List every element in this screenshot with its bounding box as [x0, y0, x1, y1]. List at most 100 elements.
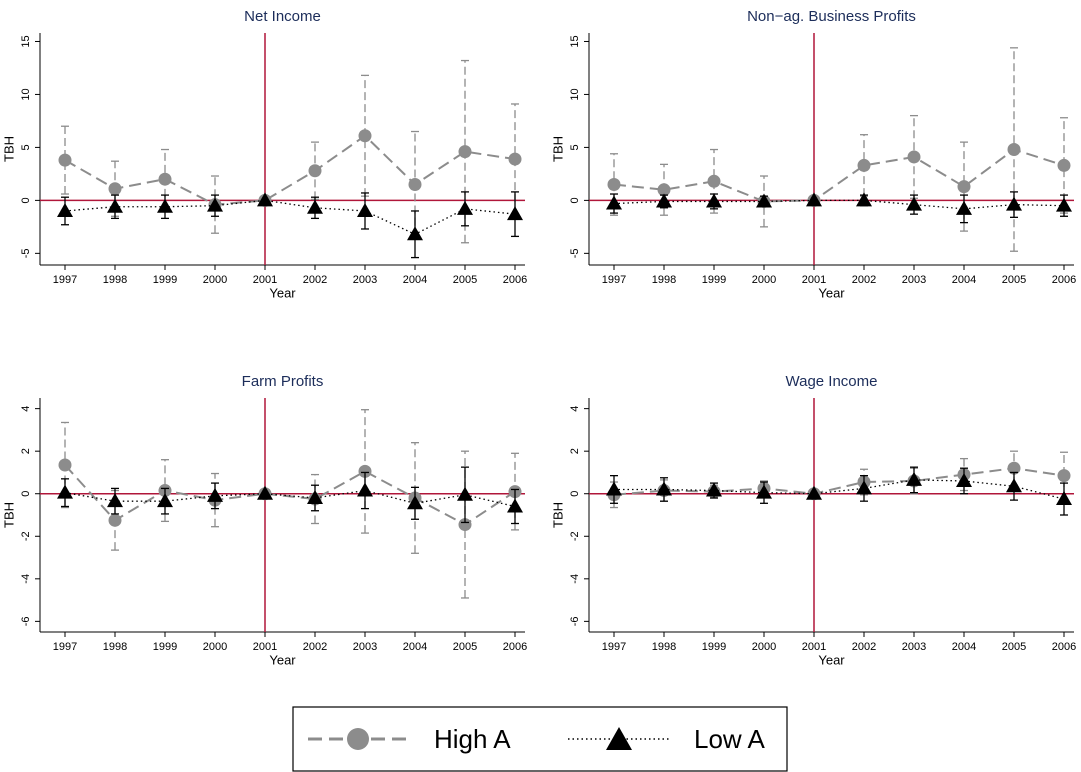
point — [107, 198, 123, 213]
point — [1007, 461, 1021, 475]
point — [207, 197, 223, 212]
x-tick-label: 2005 — [453, 641, 477, 653]
point — [58, 153, 72, 167]
series — [606, 466, 1072, 516]
point — [458, 518, 472, 532]
point — [257, 485, 273, 500]
y-tick-label: 0 — [20, 491, 32, 497]
point — [308, 164, 322, 178]
y-tick-label: -4 — [569, 574, 581, 584]
x-tick-label: 1999 — [702, 641, 726, 653]
point — [1057, 469, 1071, 483]
point — [157, 198, 173, 213]
y-tick-label: -2 — [569, 531, 581, 541]
point — [458, 145, 472, 159]
series — [607, 47, 1071, 252]
point — [656, 481, 672, 496]
series — [607, 450, 1071, 509]
point — [457, 200, 473, 215]
x-tick-label: 2000 — [752, 641, 776, 653]
y-tick-label: -2 — [20, 531, 32, 541]
point — [157, 493, 173, 508]
point — [706, 193, 722, 208]
x-tick-label: 2005 — [1002, 274, 1026, 286]
x-tick-label: 1997 — [602, 641, 626, 653]
x-tick-label: 2005 — [453, 274, 477, 286]
series — [606, 191, 1072, 224]
y-tick-label: 2 — [20, 448, 32, 454]
x-tick-label: 2006 — [503, 274, 527, 286]
y-tick-label: 10 — [20, 88, 32, 100]
x-tick-label: 2001 — [253, 274, 277, 286]
point — [1056, 491, 1072, 506]
x-tick-label: 1997 — [53, 274, 77, 286]
x-tick-label: 1997 — [53, 641, 77, 653]
point — [907, 150, 921, 164]
x-axis-title: Year — [818, 285, 845, 300]
series-line — [613, 199, 1065, 210]
point — [956, 200, 972, 215]
legend-marker — [347, 728, 369, 750]
x-tick-label: 1998 — [652, 641, 676, 653]
x-tick-label: 2004 — [952, 274, 976, 286]
x-tick-label: 2003 — [353, 641, 377, 653]
y-tick-label: 5 — [20, 144, 32, 150]
x-tick-label: 2006 — [503, 641, 527, 653]
point — [1006, 196, 1022, 211]
panel-title: Non−ag. Business Profits — [747, 8, 916, 25]
x-tick-label: 1998 — [103, 641, 127, 653]
point — [507, 498, 523, 513]
x-tick-label: 2006 — [1052, 274, 1076, 286]
point — [257, 192, 273, 207]
point — [357, 202, 373, 217]
series-line — [64, 134, 516, 206]
x-tick-label: 2004 — [952, 641, 976, 653]
point — [806, 192, 822, 207]
x-tick-label: 2006 — [1052, 641, 1076, 653]
x-tick-label: 1998 — [652, 274, 676, 286]
point — [1057, 158, 1071, 172]
point — [606, 481, 622, 496]
point — [1007, 143, 1021, 157]
y-tick-label: 4 — [20, 406, 32, 412]
x-tick-label: 1999 — [153, 274, 177, 286]
error-bar — [61, 125, 69, 195]
point — [407, 226, 423, 241]
series — [58, 409, 522, 599]
point — [657, 183, 671, 197]
series — [57, 191, 523, 259]
point — [307, 489, 323, 504]
x-tick-label: 1999 — [702, 274, 726, 286]
point — [956, 472, 972, 487]
x-tick-label: 2001 — [802, 641, 826, 653]
series-line — [613, 148, 1065, 203]
x-tick-label: 2001 — [802, 274, 826, 286]
series-line — [614, 479, 1065, 500]
x-axis-title: Year — [818, 652, 845, 667]
x-tick-label: 2000 — [752, 274, 776, 286]
y-tick-label: 0 — [569, 197, 581, 203]
point — [358, 464, 372, 478]
x-tick-label: 2003 — [902, 274, 926, 286]
x-tick-label: 2005 — [1002, 641, 1026, 653]
point — [158, 172, 172, 186]
x-tick-label: 2003 — [353, 274, 377, 286]
point — [408, 177, 422, 191]
point — [756, 193, 772, 208]
point — [207, 487, 223, 502]
point — [307, 199, 323, 214]
point — [58, 458, 72, 472]
x-tick-label: 2002 — [303, 274, 327, 286]
point — [756, 484, 772, 499]
x-tick-label: 1997 — [602, 274, 626, 286]
y-tick-label: 10 — [569, 88, 581, 100]
x-tick-label: 1998 — [103, 274, 127, 286]
point — [107, 493, 123, 508]
point — [707, 174, 721, 188]
x-axis-title: Year — [269, 285, 296, 300]
series-line — [64, 489, 516, 508]
x-tick-label: 2002 — [852, 641, 876, 653]
series — [57, 466, 523, 525]
point — [1006, 478, 1022, 493]
